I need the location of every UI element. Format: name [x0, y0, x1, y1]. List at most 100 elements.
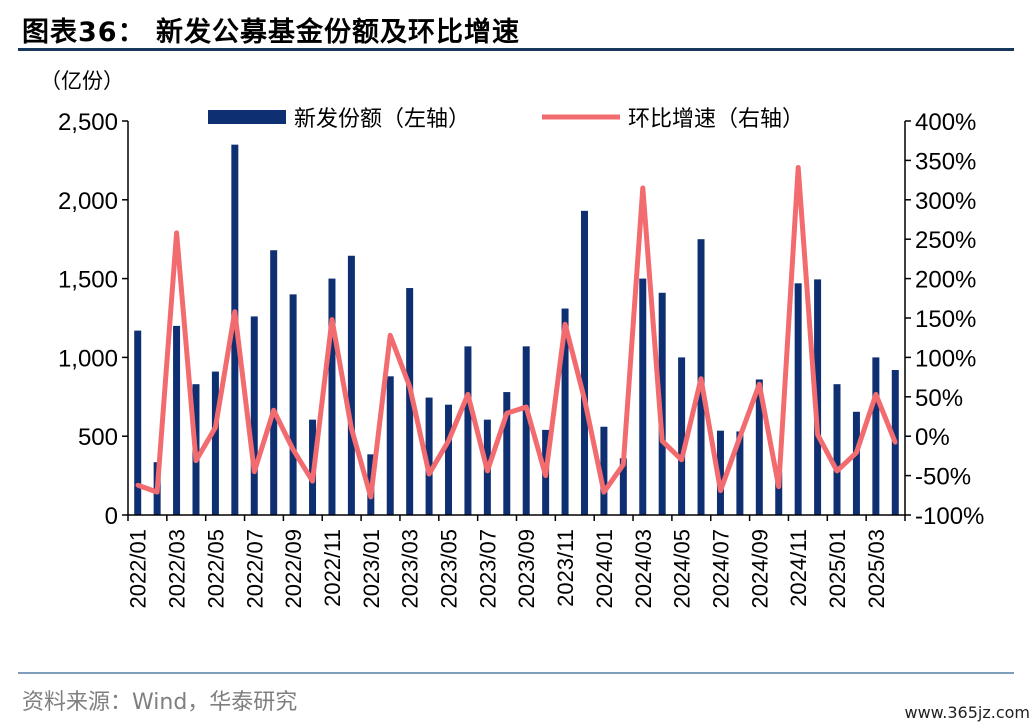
x-tick-label: 2022/01	[126, 529, 151, 609]
left-tick-label: 2,500	[58, 109, 118, 136]
bar-2023/11	[561, 308, 569, 515]
line-point-2023/04	[426, 471, 432, 477]
line-point-2024/03	[640, 185, 645, 191]
growth-line	[136, 165, 898, 500]
right-axis-ticks: -100% -50% 0% 50% 100% 150% 200% 250% 300% 350% 40…	[905, 109, 984, 530]
combo-chart: （亿份） 新发份额（左轴） 环比增速（右轴） 0 500 1,000 1,500 2,0…	[40, 69, 984, 609]
page-title: 图表36： 新发公募基金份额及环比增速	[22, 17, 520, 48]
line-point-2024/05	[679, 457, 684, 463]
line-series	[135, 165, 898, 500]
line-point-2023/03	[407, 384, 412, 389]
line-point-2022/09	[290, 447, 296, 452]
x-tick-label: 2022/03	[165, 529, 190, 609]
bar-2022/12	[347, 255, 355, 516]
right-tick-label: 0%	[915, 424, 950, 451]
x-axis-ticks: 2022/01 2022/03 2022/05 2022/07 2022/09 2022/…	[126, 515, 906, 609]
title-divider	[18, 48, 1014, 51]
right-tick-label: 100%	[915, 345, 976, 372]
x-tick-label: 2023/11	[553, 529, 578, 607]
right-tick-label: 300%	[915, 188, 976, 215]
line-point-2024/10	[776, 484, 781, 489]
line-point-2022/12	[349, 426, 354, 431]
line-point-2024/09	[757, 381, 762, 387]
line-point-2022/04	[193, 458, 199, 463]
legend: 新发份额（左轴） 环比增速（右轴）	[208, 107, 804, 132]
line-point-2023/01	[368, 494, 374, 500]
left-axis-unit: （亿份）	[40, 69, 124, 93]
bar-2025/01	[833, 384, 841, 515]
right-tick-label: -100%	[915, 503, 984, 530]
x-tick-label: 2023/05	[437, 529, 462, 609]
source-note: 资料来源：Wind，华泰研究	[22, 690, 298, 715]
left-tick-label: 500	[78, 424, 118, 451]
bar-2022/08	[270, 250, 278, 515]
bar-2024/09	[755, 379, 763, 515]
line-point-2024/01	[601, 489, 607, 495]
bar-2022/01	[134, 330, 142, 515]
left-axis-ticks: 0 500 1,000 1,500 2,000 2,500	[58, 109, 128, 530]
x-tick-label: 2024/09	[747, 529, 772, 609]
legend-line-label: 环比增速（右轴）	[628, 107, 804, 132]
line-point-2024/06	[698, 376, 704, 381]
x-tick-label: 2024/05	[670, 529, 695, 609]
line-point-2025/03	[873, 392, 879, 397]
line-point-2024/08	[737, 434, 743, 440]
bar-2022/09	[289, 294, 297, 515]
x-tick-label: 2023/09	[514, 529, 539, 609]
line-point-2022/02	[154, 489, 160, 495]
x-tick-label: 2024/03	[631, 529, 656, 609]
line-point-2022/05	[213, 425, 218, 430]
line-point-2025/04	[893, 440, 898, 445]
watermark: www.365jz.com	[904, 703, 1030, 722]
x-tick-label: 2025/03	[864, 529, 889, 609]
x-tick-label: 2025/01	[825, 529, 850, 609]
bar-2022/07	[250, 316, 258, 515]
bar-2024/07	[716, 430, 724, 515]
line-point-2022/10	[310, 478, 315, 484]
x-tick-label: 2023/01	[359, 529, 384, 609]
bar-2023/09	[522, 346, 530, 515]
right-tick-label: 150%	[915, 306, 976, 333]
line-point-2023/07	[485, 468, 490, 474]
bar-2024/11	[794, 283, 802, 515]
line-point-2023/12	[582, 396, 587, 402]
line-point-2022/03	[174, 230, 179, 236]
right-tick-label: 400%	[915, 109, 976, 136]
left-tick-label: 1,000	[58, 345, 118, 372]
line-point-2022/06	[232, 309, 238, 314]
bar-2024/02	[619, 458, 627, 515]
line-point-2023/02	[388, 333, 393, 338]
line-point-2025/01	[834, 468, 840, 474]
line-point-2023/11	[562, 322, 568, 327]
x-tick-label: 2022/07	[242, 529, 267, 609]
bar-2024/10	[775, 472, 783, 515]
right-tick-label: 250%	[915, 227, 976, 254]
bar-2022/05	[211, 371, 219, 515]
x-tick-label: 2022/05	[203, 529, 228, 609]
line-point-2022/07	[252, 469, 257, 474]
line-point-2023/09	[524, 404, 529, 410]
bar-2024/04	[658, 292, 666, 515]
source-divider	[18, 672, 1014, 674]
x-tick-label: 2024/07	[709, 529, 734, 609]
left-tick-label: 1,500	[58, 267, 118, 294]
line-point-2024/02	[621, 462, 626, 467]
bar-2024/12	[814, 279, 822, 515]
right-tick-label: 200%	[915, 267, 976, 294]
left-tick-label: 0	[105, 503, 118, 530]
line-point-2025/02	[854, 450, 859, 455]
line-point-2022/11	[329, 317, 335, 322]
bar-2025/03	[872, 357, 880, 515]
line-point-2022/01	[135, 482, 140, 488]
left-tick-label: 2,000	[58, 188, 118, 215]
line-point-2024/07	[718, 488, 723, 493]
bar-2022/11	[328, 278, 336, 515]
bar-2023/06	[464, 346, 472, 515]
right-tick-label: 50%	[915, 385, 963, 412]
right-tick-label: 350%	[915, 148, 976, 175]
line-point-2024/11	[795, 165, 801, 170]
bar-2023/12	[580, 210, 588, 515]
bar-2023/02	[386, 376, 394, 515]
bar-2025/02	[852, 411, 860, 515]
line-point-2023/06	[465, 392, 471, 397]
